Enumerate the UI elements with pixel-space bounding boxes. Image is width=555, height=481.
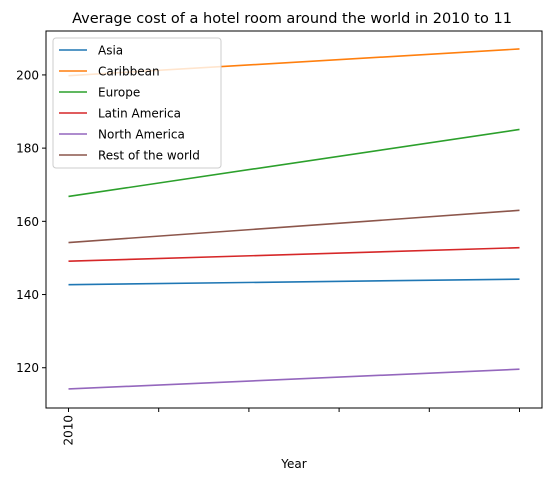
x-axis-label: Year (280, 457, 306, 471)
series-line-2 (68, 128, 520, 198)
y-tick-label: 180 (16, 142, 39, 156)
legend-label: Rest of the world (98, 149, 200, 163)
y-tick-label: 120 (16, 361, 39, 375)
y-tick-label: 200 (16, 68, 39, 82)
x-tick-label: 2010 (62, 415, 76, 446)
series-line-4 (68, 368, 520, 390)
x-axis: 2010 (62, 408, 520, 446)
legend-label: Caribbean (98, 65, 160, 79)
legend: Asia Caribbean Europe Latin America North Am… (52, 37, 222, 169)
series-line-5 (68, 209, 520, 244)
y-axis: 120 140 160 180 200 (16, 68, 46, 375)
legend-label: Europe (98, 86, 140, 100)
y-tick-label: 140 (16, 288, 39, 302)
y-tick-label: 160 (16, 215, 39, 229)
series-line-0 (68, 278, 520, 286)
plot-frame (45, 30, 543, 409)
legend-box (52, 37, 222, 169)
legend-label: Latin America (98, 107, 181, 121)
legend-label: Asia (98, 44, 123, 58)
chart-title: Average cost of a hotel room around the … (72, 11, 512, 27)
legend-label: North America (98, 128, 185, 142)
series-line-3 (68, 246, 520, 263)
